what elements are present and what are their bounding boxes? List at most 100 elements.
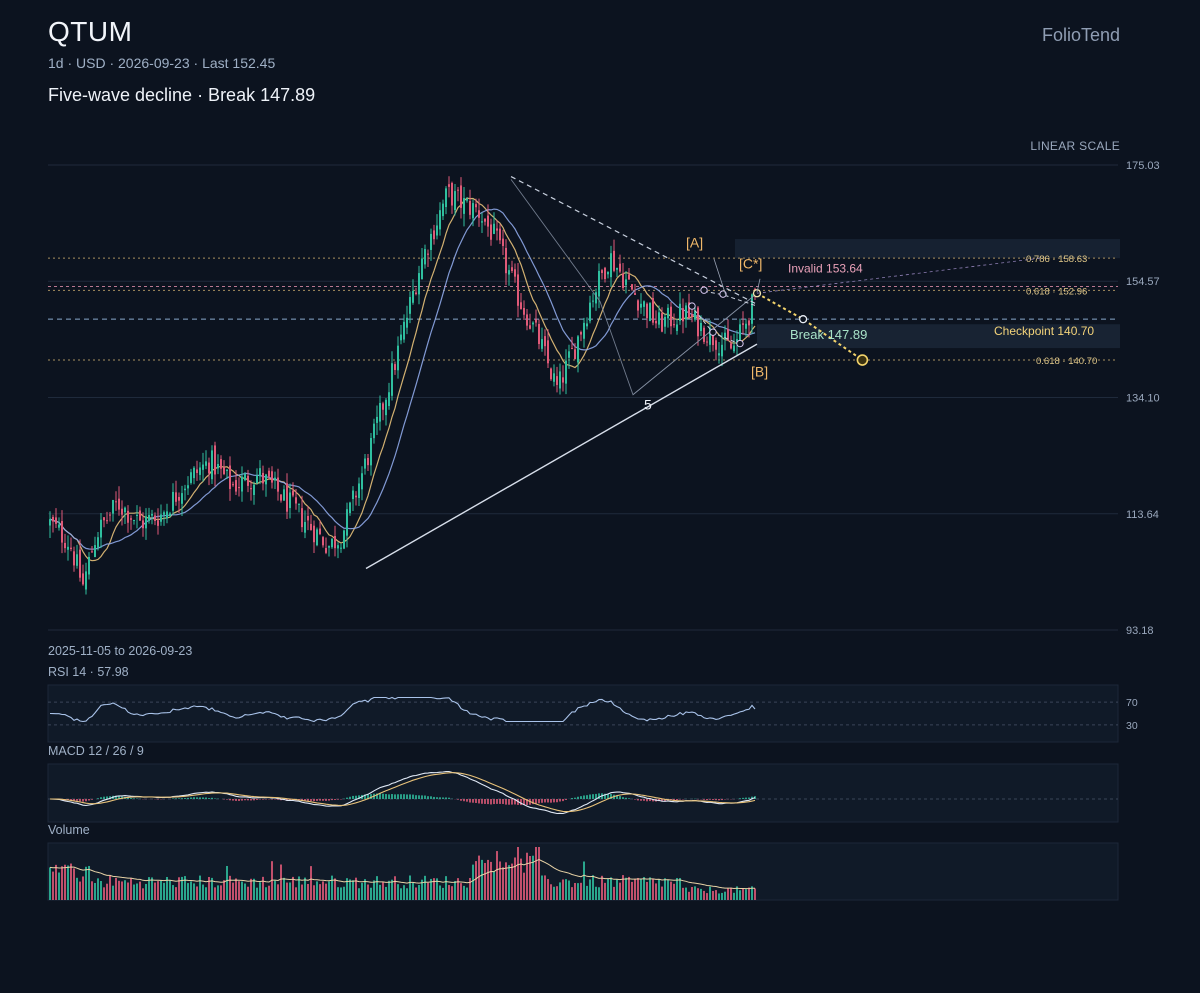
macd-bar	[673, 799, 675, 801]
candle-body	[199, 467, 201, 475]
candle-body	[688, 302, 690, 318]
candle-body	[55, 517, 57, 524]
macd-bar	[226, 799, 228, 800]
volume-bar	[748, 887, 750, 900]
volume-bar	[280, 864, 282, 900]
volume-bar	[625, 877, 627, 900]
macd-bar	[175, 798, 177, 799]
brand-logo: FolioTend	[1041, 25, 1120, 45]
candle-body	[664, 316, 666, 327]
volume-bar	[184, 876, 186, 900]
macd-bar	[328, 799, 330, 801]
candle-body	[451, 182, 453, 206]
macd-bar	[433, 796, 435, 799]
macd-bar	[565, 799, 567, 801]
volume-bar	[292, 876, 294, 900]
wave-a-pointer	[713, 258, 727, 296]
checkpoint-label: Checkpoint 140.70	[994, 324, 1094, 338]
candle-body	[220, 459, 222, 469]
volume-bar	[658, 879, 660, 900]
volume-bar	[97, 878, 99, 900]
volume-bar	[202, 884, 204, 900]
volume-bar	[391, 879, 393, 900]
volume-bar	[343, 886, 345, 900]
macd-bar	[580, 796, 582, 799]
volume-bar	[706, 893, 708, 900]
macd-bar	[520, 799, 522, 806]
candle-body	[169, 513, 171, 516]
volume-bar	[337, 887, 339, 900]
macd-bar	[532, 799, 534, 805]
candle-body	[118, 498, 120, 510]
candle-body	[715, 340, 717, 350]
candle-body	[739, 324, 741, 342]
candle-body	[205, 461, 207, 466]
candle-body	[475, 204, 477, 208]
volume-bar	[505, 862, 507, 900]
volume-bar	[409, 875, 411, 900]
macd-bar	[358, 795, 360, 799]
volume-bar	[460, 883, 462, 900]
macd-bar	[214, 798, 216, 799]
candle-body	[292, 490, 294, 496]
candle-body	[571, 348, 573, 350]
candle-body	[433, 230, 435, 240]
volume-bar	[217, 885, 219, 900]
candle-body	[334, 536, 336, 549]
macd-bar	[73, 799, 75, 802]
candle-body	[223, 467, 225, 475]
macd-bar	[448, 797, 450, 799]
wave-label-c: [C*]	[739, 256, 762, 272]
volume-bar	[691, 887, 693, 900]
macd-bar	[709, 799, 711, 800]
candle-body	[121, 508, 123, 515]
macd-bar	[439, 797, 441, 799]
rsi-label: RSI 14 · 57.98	[48, 665, 129, 679]
candle-body	[112, 500, 114, 514]
candle-body	[280, 494, 282, 501]
candle-body	[565, 360, 567, 384]
volume-bar	[463, 885, 465, 900]
volume-bar	[52, 871, 54, 900]
candle-body	[241, 476, 243, 492]
macd-bar	[421, 795, 423, 799]
candle-body	[691, 314, 693, 317]
volume-bar	[514, 857, 516, 900]
candle-body	[61, 521, 63, 543]
volume-bar	[712, 890, 714, 900]
candle-body	[301, 508, 303, 528]
volume-bar	[553, 886, 555, 900]
candle-body	[460, 185, 462, 208]
candle-body	[235, 480, 237, 492]
macd-bar	[661, 799, 663, 802]
candle-body	[457, 189, 459, 191]
volume-bar	[655, 883, 657, 900]
candle-body	[133, 519, 135, 521]
candle-body	[676, 324, 678, 331]
candle-body	[643, 301, 645, 307]
candle-body	[247, 475, 249, 486]
volume-bar	[70, 863, 72, 900]
volume-bar	[700, 888, 702, 900]
macd-bar	[754, 796, 756, 799]
macd-bar	[397, 794, 399, 799]
volume-bar	[250, 878, 252, 900]
rsi-panel	[47, 684, 1119, 743]
volume-bar	[529, 856, 531, 900]
volume-bar	[376, 876, 378, 900]
volume-bar	[640, 879, 642, 900]
volume-bar	[739, 890, 741, 900]
candle-body	[622, 273, 624, 288]
candle-body	[187, 485, 189, 489]
candle-body	[142, 520, 144, 529]
macd-bar	[199, 797, 201, 799]
macd-bar	[370, 794, 372, 799]
candle-body	[328, 546, 330, 548]
macd-bar	[550, 799, 552, 803]
candle-body	[163, 512, 165, 515]
volume-bar	[112, 885, 114, 900]
candle-body	[397, 345, 399, 371]
volume-bar	[670, 881, 672, 900]
candle-body	[514, 269, 516, 277]
